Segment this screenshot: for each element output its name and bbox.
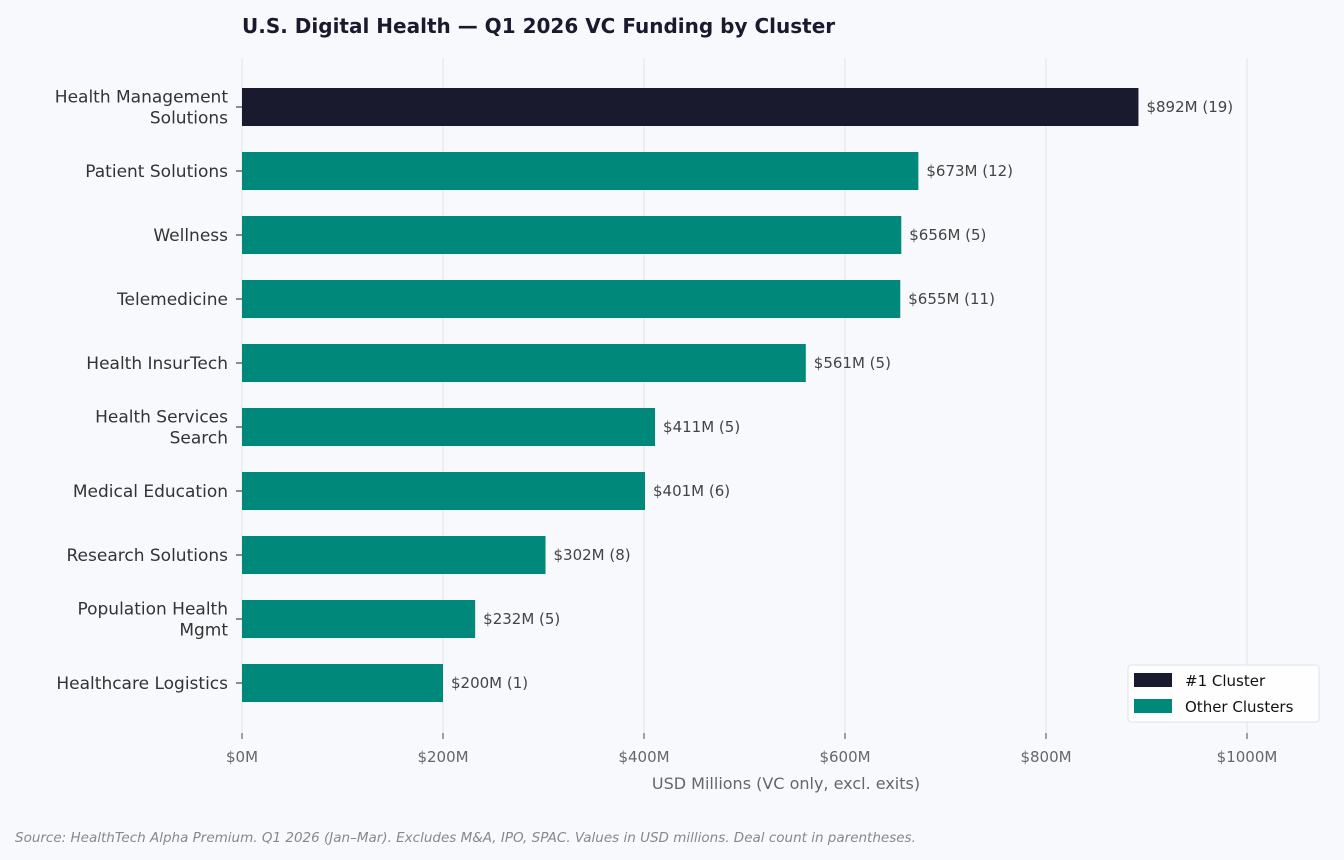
x-tick-label: $0M — [226, 748, 258, 766]
bar — [242, 600, 476, 638]
category-label: Wellness — [153, 226, 228, 246]
legend-swatch-highlight — [1134, 673, 1172, 687]
legend-swatch-other — [1134, 699, 1172, 713]
bar — [242, 88, 1139, 126]
bar — [242, 536, 546, 574]
data-label: $673M (12) — [926, 162, 1013, 180]
category-label: Telemedicine — [116, 290, 228, 310]
legend-label: #1 Cluster — [1185, 672, 1266, 690]
category-label: Medical Education — [73, 482, 228, 502]
data-label: $401M (6) — [653, 482, 730, 500]
bar — [242, 152, 919, 190]
bars: $892M (19) $673M (12) $656M (5) $655M (11) $… — [242, 88, 1233, 702]
data-label: $561M (5) — [814, 354, 891, 372]
bar — [242, 216, 902, 254]
data-label: $656M (5) — [909, 226, 986, 244]
x-tick-label: $400M — [618, 748, 669, 766]
category-label: Health InsurTech — [86, 354, 228, 374]
category-label: Population Health Mgmt — [77, 600, 228, 641]
bar — [242, 664, 443, 702]
legend-label: Other Clusters — [1185, 698, 1294, 716]
x-tick-label: $800M — [1020, 748, 1071, 766]
category-label: Research Solutions — [67, 546, 229, 566]
bar — [242, 280, 901, 318]
data-label: $200M (1) — [451, 674, 528, 692]
data-label: $232M (5) — [483, 610, 560, 628]
category-label: Patient Solutions — [85, 162, 228, 182]
chart-title: U.S. Digital Health — Q1 2026 VC Funding… — [242, 14, 835, 38]
data-label: $302M (8) — [554, 546, 631, 564]
data-label: $411M (5) — [663, 418, 740, 436]
data-label: $892M (19) — [1146, 98, 1233, 116]
bar — [242, 344, 806, 382]
x-tick-label: $200M — [417, 748, 468, 766]
x-ticks: $0M $200M $400M $600M $800M $1000M — [226, 733, 1277, 766]
bar — [242, 472, 646, 510]
category-labels: Health Management Solutions Patient Soluti… — [55, 88, 242, 694]
category-label: Health Services Search — [95, 408, 228, 449]
x-axis-label: USD Millions (VC only, excl. exits) — [652, 774, 920, 793]
category-label: Health Management Solutions — [55, 88, 229, 129]
x-tick-label: $1000M — [1217, 748, 1278, 766]
x-tick-label: $600M — [819, 748, 870, 766]
source-note: Source: HealthTech Alpha Premium. Q1 202… — [15, 830, 916, 846]
legend: #1 Cluster Other Clusters — [1127, 664, 1320, 723]
bar — [242, 408, 656, 446]
category-label: Healthcare Logistics — [56, 674, 228, 694]
data-label: $655M (11) — [908, 290, 995, 308]
